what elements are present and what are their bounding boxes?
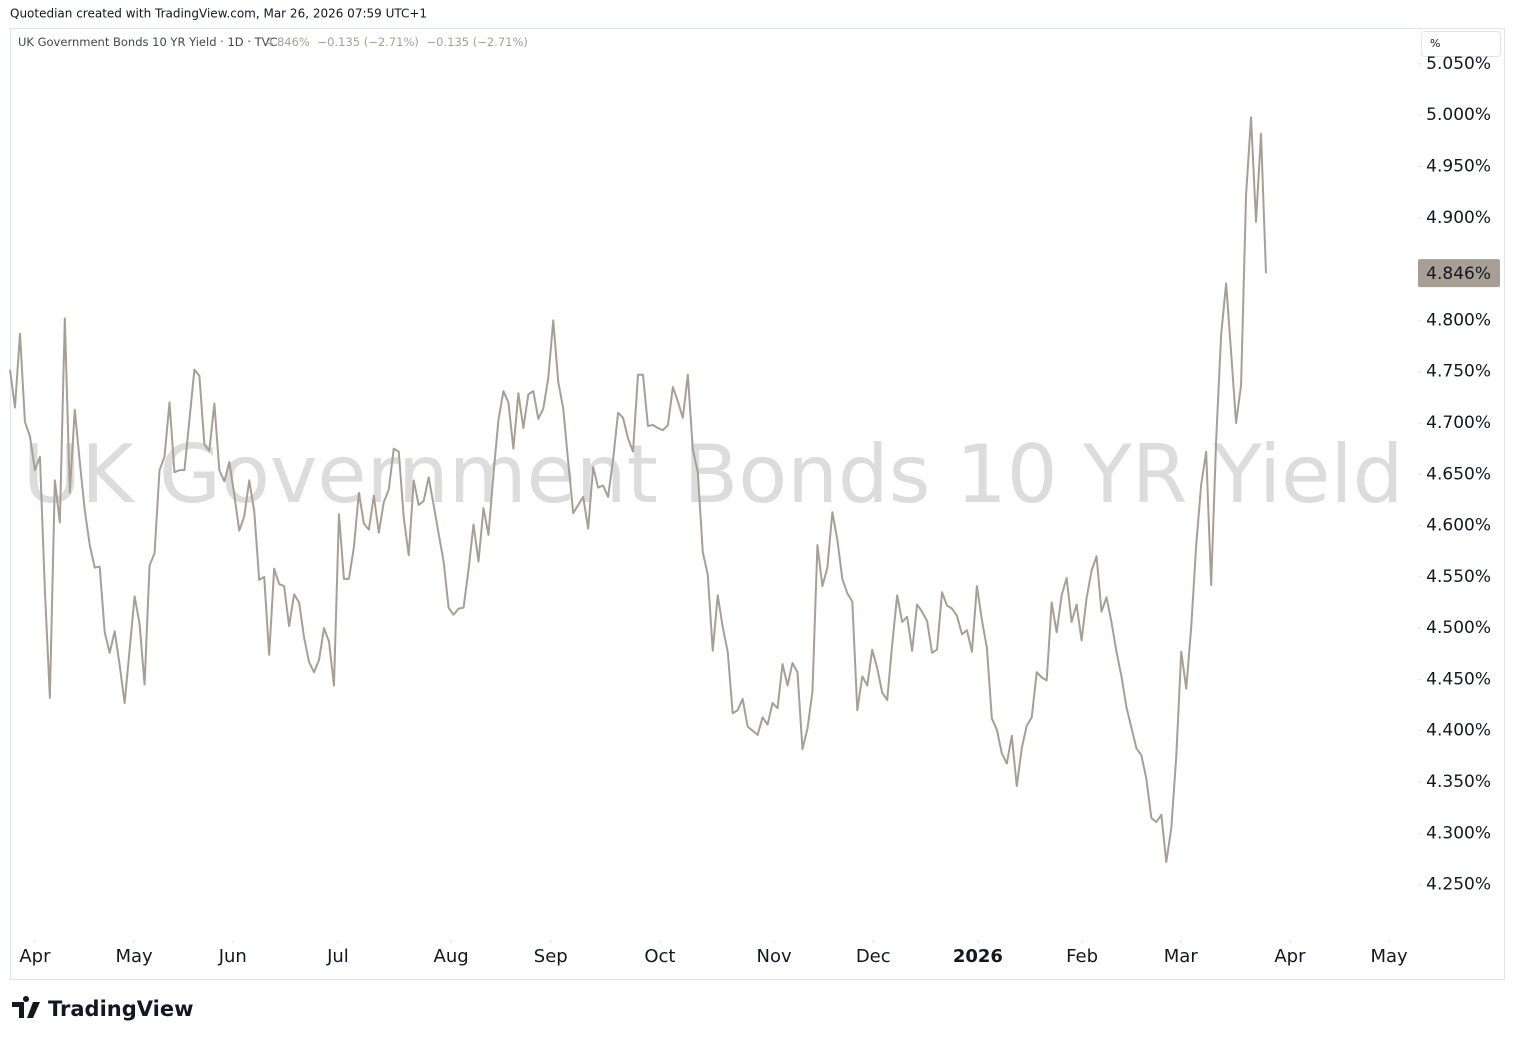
x-tick-label: Dec: [856, 946, 891, 967]
logo-mark: [12, 995, 40, 1018]
y-tick-label: 5.050%: [1426, 54, 1491, 74]
y-tick-label: 4.250%: [1426, 875, 1491, 895]
y-tick-label: 4.400%: [1426, 721, 1491, 741]
x-tick-label: Apr: [1274, 946, 1306, 967]
x-tick-label: Jun: [218, 946, 247, 967]
legend-change: −0.135 (−2.71%): [318, 35, 419, 49]
x-tick-label: Nov: [756, 946, 791, 967]
legend-symbol-name: UK Government Bonds 10 YR Yield: [18, 35, 217, 49]
legend-last: 4.846%: [266, 35, 310, 49]
x-tick-label: Mar: [1164, 946, 1199, 967]
y-tick-label: 4.500%: [1426, 618, 1491, 638]
logo-text: TradingView: [48, 997, 193, 1021]
plot: [9, 116, 1267, 864]
legend-interval: 1D: [227, 35, 243, 49]
last-price-label: 4.846%: [1426, 264, 1491, 284]
chart-frame: [10, 28, 1505, 980]
scale-button[interactable]: [1421, 31, 1501, 57]
y-tick-label: 4.950%: [1426, 156, 1491, 176]
legend-exchange: TVC: [254, 35, 278, 49]
x-tick-label: May: [1370, 946, 1408, 967]
y-tick-label: 4.700%: [1426, 413, 1491, 433]
x-tick-label: Oct: [644, 946, 675, 967]
y-tick-label: 4.650%: [1426, 464, 1491, 484]
x-tick-label: May: [115, 946, 153, 967]
y-tick-label: 4.600%: [1426, 516, 1491, 536]
y-tick-label: 4.300%: [1426, 823, 1491, 843]
x-tick-label: Aug: [434, 946, 469, 967]
credit: Quotedian created with TradingView.com, …: [10, 7, 427, 21]
y-tick-label: 4.900%: [1426, 208, 1491, 228]
legend-values: 4.846% −0.135 (−2.71%) −0.135 (−2.71%): [266, 35, 528, 49]
footer-logo: TradingView: [12, 995, 193, 1021]
y-tick-label: 5.000%: [1426, 105, 1491, 125]
x-tick-label: Apr: [19, 946, 51, 967]
y-tick-label: 4.350%: [1426, 772, 1491, 792]
x-tick-label: Jul: [326, 946, 349, 967]
y-tick-label: 4.750%: [1426, 362, 1491, 382]
last-price-box: [1418, 259, 1500, 288]
price-line: [9, 116, 1267, 864]
watermark-group: UK Government Bonds 10 YR Yield: [23, 428, 1404, 521]
x-tick-label: Feb: [1066, 946, 1098, 967]
y-tick-label: 4.550%: [1426, 567, 1491, 587]
x-tick-label: 2026: [953, 946, 1003, 967]
x-tick-label: Sep: [534, 946, 568, 967]
legend-change-session: −0.135 (−2.71%): [427, 35, 528, 49]
watermark: UK Government Bonds 10 YR Yield: [23, 428, 1404, 521]
legend-symbol: UK Government Bonds 10 YR Yield · 1D · T…: [18, 35, 278, 49]
scale-button-label[interactable]: %: [1430, 37, 1440, 50]
y-tick-label: 4.450%: [1426, 669, 1491, 689]
y-tick-label: 4.800%: [1426, 310, 1491, 330]
